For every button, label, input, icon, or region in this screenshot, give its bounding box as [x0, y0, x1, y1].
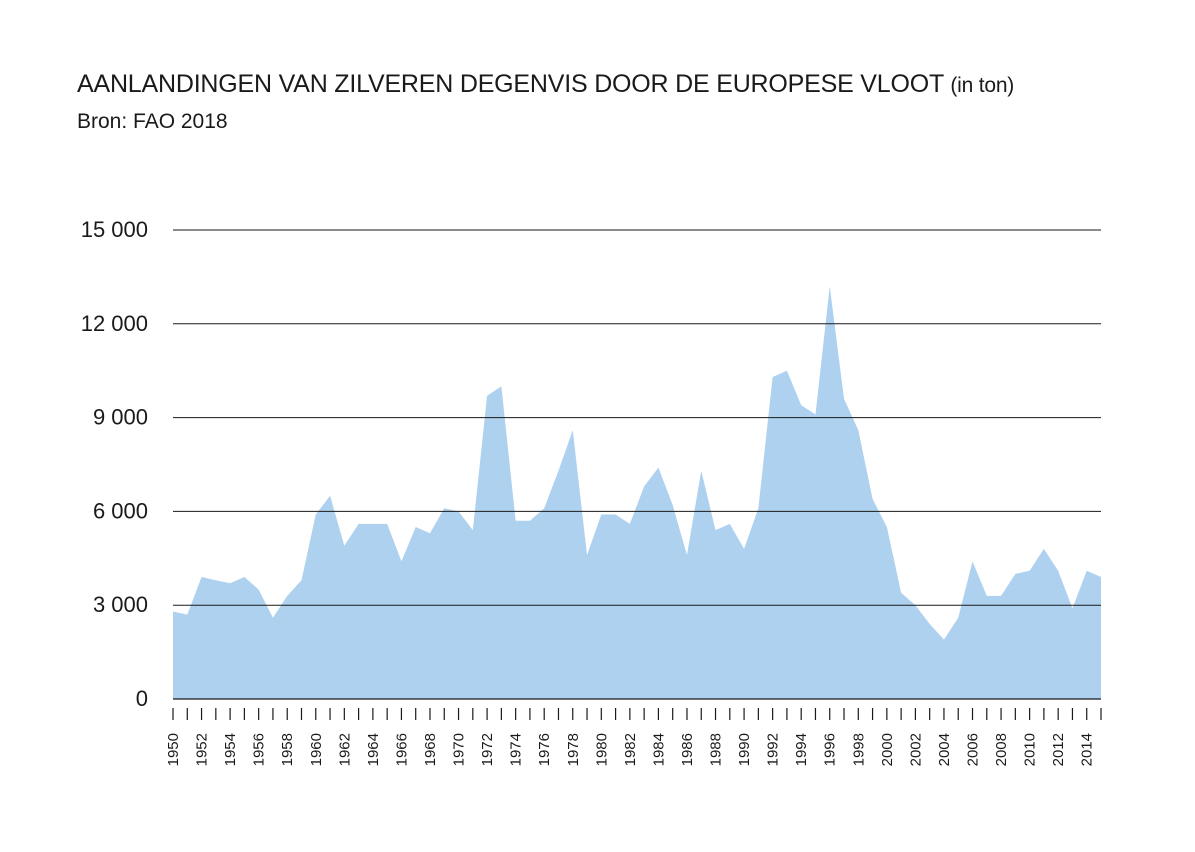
x-tick-label: 1986 — [679, 733, 696, 766]
x-tick-label: 1984 — [650, 733, 667, 766]
x-tick-label: 1972 — [479, 733, 496, 766]
y-tick-label: 15 000 — [81, 217, 148, 242]
y-axis: 0 3 000 6 000 9 000 12 000 15 000 — [81, 217, 148, 711]
y-tick-label: 6 000 — [93, 498, 148, 523]
x-tick-label: 1966 — [393, 733, 410, 766]
x-tick-label: 1988 — [708, 733, 725, 766]
x-tick-label: 1956 — [251, 733, 268, 766]
x-tick-label: 1990 — [736, 733, 753, 766]
chart-subtitle: Bron: FAO 2018 — [77, 110, 228, 133]
x-tick-label: 1998 — [850, 733, 867, 766]
x-tick-label: 1994 — [793, 733, 810, 766]
x-tick-label: 2010 — [1022, 733, 1039, 766]
x-tick-label: 1974 — [508, 733, 525, 766]
x-tick-label: 1980 — [593, 733, 610, 766]
y-tick-label: 0 — [136, 686, 148, 711]
x-tick-label: 1962 — [336, 733, 353, 766]
x-tick-label: 1968 — [422, 733, 439, 766]
chart-title: AANLANDINGEN VAN ZILVEREN DEGENVIS DOOR … — [77, 70, 1014, 99]
x-tick-label: 1976 — [536, 733, 553, 766]
x-tick-label: 1970 — [451, 733, 468, 766]
x-axis: 1950 1952 1954 1956 1958 1960 1962 1964 1966 1968… — [165, 708, 1102, 766]
y-tick-label: 12 000 — [81, 311, 148, 336]
x-tick-label: 1996 — [822, 733, 839, 766]
x-tick-label: 2012 — [1050, 733, 1067, 766]
x-tick-label: 2004 — [936, 733, 953, 766]
y-tick-label: 9 000 — [93, 405, 148, 430]
chart-title-text: AANLANDINGEN VAN ZILVEREN DEGENVIS DOOR … — [77, 70, 944, 98]
x-tick-label: 1954 — [222, 733, 239, 766]
gridlines — [173, 229, 1101, 700]
x-tick-label: 2006 — [965, 733, 982, 766]
x-tick-label: 1952 — [194, 733, 211, 766]
x-tick-label: 2002 — [907, 733, 924, 766]
area-layer — [173, 286, 1101, 699]
x-tick-label: 1978 — [565, 733, 582, 766]
x-tick-label: 1950 — [165, 733, 182, 766]
x-tick-label: 1960 — [308, 733, 325, 766]
x-tick-label: 1958 — [279, 733, 296, 766]
y-tick-label: 3 000 — [93, 592, 148, 617]
x-tick-label: 2014 — [1079, 733, 1096, 766]
x-tick-label: 1964 — [365, 733, 382, 766]
landings-area — [173, 286, 1101, 699]
x-tick-label: 2008 — [993, 733, 1010, 766]
x-tick-label: 1992 — [765, 733, 782, 766]
chart-title-unit: (in ton) — [950, 74, 1015, 97]
x-tick-label: 1982 — [622, 733, 639, 766]
x-tick-label: 2000 — [879, 733, 896, 766]
